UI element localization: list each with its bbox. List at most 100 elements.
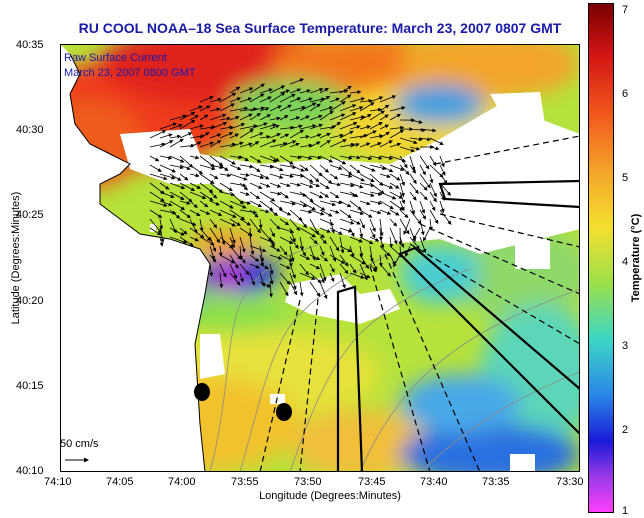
current-vector [159, 164, 177, 173]
current-vector [239, 87, 254, 94]
current-vector [349, 209, 365, 215]
current-vector [229, 209, 246, 221]
current-vector [369, 142, 382, 148]
current-vector [219, 155, 236, 165]
current-vector [379, 218, 384, 237]
current-vector [229, 155, 243, 160]
current-vector [259, 209, 270, 214]
current-vector [189, 155, 200, 160]
current-vector [169, 191, 185, 200]
current-vector [269, 105, 282, 112]
current-vector [259, 135, 271, 139]
current-vector [339, 94, 352, 103]
current-vector [259, 114, 272, 121]
current-vector [199, 105, 211, 112]
current-vector [159, 173, 176, 180]
current-vector [389, 191, 403, 199]
current-vector [389, 218, 398, 227]
current-vector [369, 236, 380, 242]
current-vector [439, 155, 445, 168]
current-vector [289, 191, 307, 197]
current-vector [159, 155, 173, 160]
current-vector [359, 98, 373, 103]
current-vector [309, 87, 324, 94]
current-vector [259, 191, 276, 202]
current-vector [319, 227, 331, 233]
current-vector [349, 97, 366, 103]
current-vector [339, 254, 349, 267]
current-vector [379, 114, 389, 121]
current-vector [369, 155, 383, 160]
current-vector [389, 227, 398, 245]
current-vector [319, 200, 337, 207]
current-vector [249, 83, 265, 94]
current-vector [229, 272, 241, 286]
current-vector [259, 245, 265, 263]
current-vector [249, 132, 264, 139]
current-vector [299, 191, 314, 203]
current-vector [209, 263, 214, 277]
current-vector [423, 227, 431, 242]
current-vector [269, 200, 283, 211]
current-vector [239, 272, 244, 283]
current-vector [349, 227, 355, 238]
current-vector [159, 200, 173, 207]
current-vector [239, 263, 250, 276]
current-vector [299, 209, 313, 214]
current-vector [309, 281, 321, 297]
current-vector [329, 227, 343, 235]
current-vector [279, 104, 292, 112]
current-vector [429, 200, 436, 212]
current-vector [229, 218, 241, 226]
current-vector [159, 236, 164, 247]
current-vector [319, 164, 330, 173]
current-vector [169, 182, 186, 190]
current-vector [219, 218, 237, 227]
current-vector [249, 164, 261, 173]
current-vector [159, 182, 170, 190]
current-vector [369, 164, 387, 171]
current-vector [339, 121, 358, 130]
current-vector [279, 191, 289, 199]
colorbar-tick-label: 5 [622, 172, 629, 184]
current-vector [329, 254, 346, 264]
current-vector [199, 236, 215, 246]
current-vector [249, 218, 261, 234]
current-vector [199, 173, 215, 184]
current-vector [269, 218, 281, 230]
current-vector [299, 236, 305, 251]
current-vector [359, 200, 371, 206]
current-vector [189, 164, 204, 175]
current-vector [379, 140, 393, 148]
current-vector [399, 218, 410, 235]
current-vector [209, 164, 224, 170]
current-vector [279, 182, 291, 188]
current-vector [209, 155, 224, 167]
current-vector [239, 173, 250, 177]
current-vector [329, 236, 340, 252]
current-vector [289, 155, 302, 160]
current-vector [339, 164, 353, 176]
current-vector [269, 191, 282, 196]
current-vector [259, 254, 265, 267]
current-vector [359, 125, 371, 130]
current-vector [389, 106, 406, 112]
current-vector [409, 173, 417, 185]
current-vector [419, 164, 426, 176]
current-vector [269, 272, 274, 285]
current-vector [179, 111, 196, 121]
current-vector [349, 125, 361, 130]
current-vector [419, 137, 432, 142]
current-vector [369, 200, 383, 205]
current-vector [199, 114, 209, 121]
current-vector [349, 263, 357, 274]
current-vector [209, 173, 219, 180]
current-vector [219, 103, 235, 112]
current-vector [409, 146, 421, 151]
current-vector [229, 97, 242, 103]
current-vector [249, 155, 262, 163]
current-vector [289, 236, 299, 249]
current-vector [309, 209, 325, 216]
current-vector [329, 218, 335, 234]
current-vector [319, 209, 333, 217]
